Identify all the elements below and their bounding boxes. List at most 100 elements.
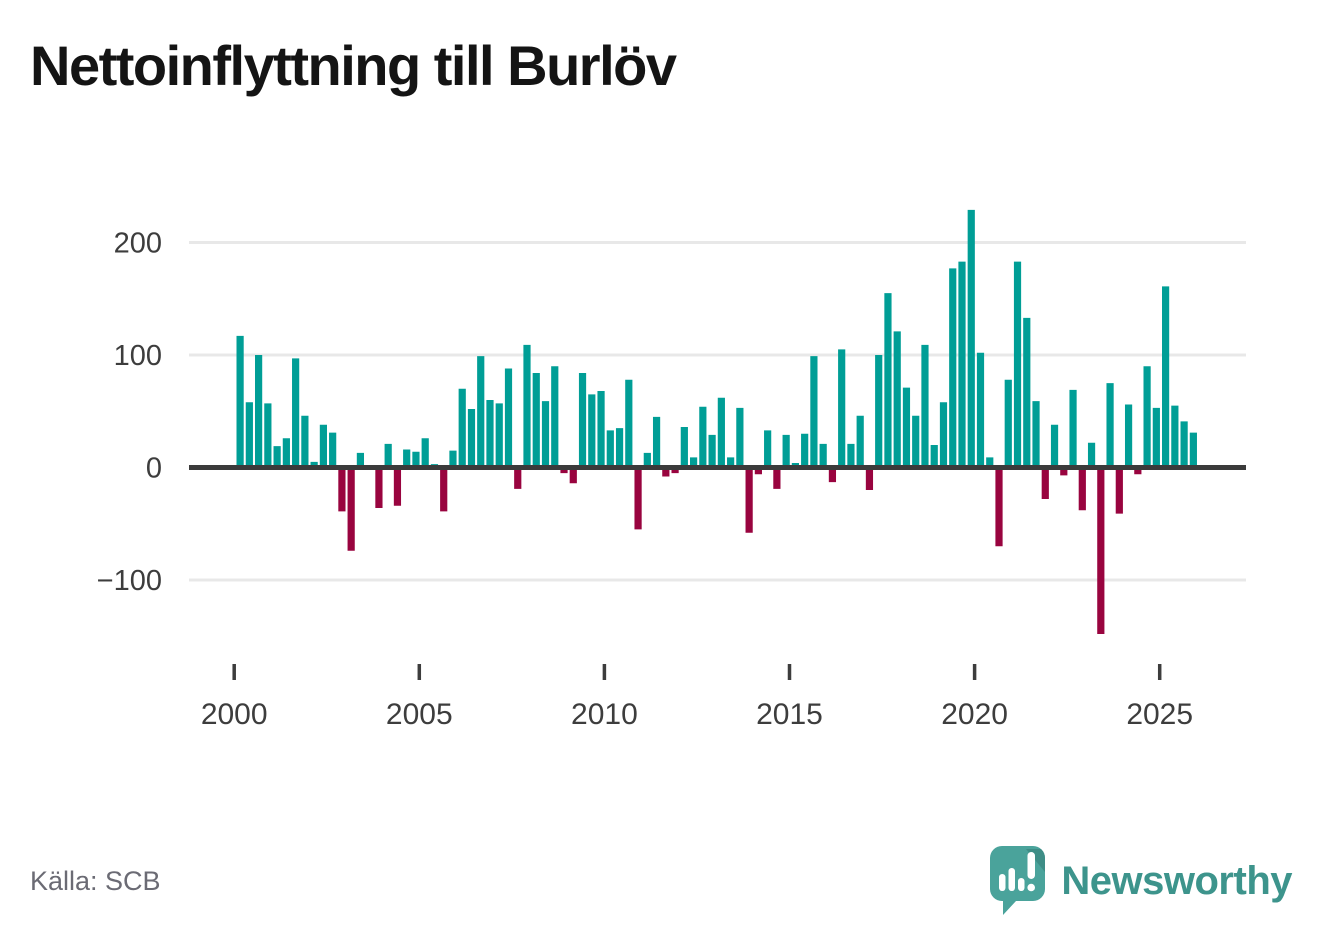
brand-name: Newsworthy — [1061, 859, 1292, 903]
bar-2018-q3 — [921, 344, 929, 468]
bar-2007-q4 — [523, 344, 531, 468]
bar-2001-q3 — [292, 358, 300, 468]
x-tick-label-2005: 2005 — [386, 698, 453, 731]
bar-2025-q4 — [1189, 432, 1197, 468]
bar-2014-q4 — [782, 434, 790, 468]
bar-2020-q4 — [1004, 379, 1012, 468]
x-tick-label-2000: 2000 — [201, 698, 268, 731]
bar-2003-q4 — [375, 467, 383, 508]
bar-2002-q2 — [319, 424, 327, 468]
bar-2005-q3 — [440, 467, 448, 512]
bar-2003-q2 — [356, 452, 365, 468]
bar-2013-q1 — [717, 397, 725, 468]
bar-2016-q1 — [828, 467, 837, 483]
bar-2005-q1 — [421, 438, 429, 468]
bar-2004-q1 — [384, 443, 392, 468]
bar-2015-q2 — [801, 433, 809, 468]
bar-2014-q1 — [754, 467, 762, 475]
bar-2010-q3 — [625, 379, 633, 468]
bar-2019-q2 — [949, 268, 957, 468]
bar-2023-q1 — [1087, 442, 1096, 468]
bar-chart-glyph — [999, 868, 1025, 891]
y-tick-label-100: 100 — [114, 340, 162, 372]
x-tick-label-2020: 2020 — [941, 698, 1008, 731]
bar-2017-q3 — [884, 293, 892, 468]
bar-2021-q3 — [1032, 401, 1040, 468]
bar-2008-q1 — [532, 373, 540, 468]
bar-2017-q2 — [875, 355, 883, 468]
bar-2010-q4 — [634, 467, 642, 530]
bar-2011-q2 — [652, 416, 661, 468]
bar-2011-q4 — [671, 467, 679, 474]
bar-2000-q3 — [255, 355, 263, 468]
newsworthy-bubble-icon — [990, 846, 1046, 915]
y-gridlines — [189, 241, 1246, 582]
bar-2016-q4 — [856, 415, 864, 468]
bars — [236, 209, 1197, 634]
bar-2009-q4 — [597, 391, 605, 468]
bar-2012-q2 — [690, 457, 698, 468]
bar-2013-q4 — [745, 467, 753, 533]
bar-2019-q4 — [967, 209, 975, 468]
bar-2009-q1 — [569, 467, 577, 484]
bar-2011-q1 — [643, 452, 651, 468]
bar-2024-q3 — [1143, 366, 1151, 468]
bar-2008-q2 — [541, 401, 550, 468]
bar-2006-q4 — [486, 400, 494, 468]
bar-2021-q2 — [1023, 317, 1031, 468]
bar-2015-q3 — [810, 356, 818, 468]
bar-2018-q1 — [902, 387, 911, 468]
bar-2014-q2 — [764, 430, 772, 468]
bar-2024-q4 — [1152, 407, 1160, 468]
bar-2018-q4 — [930, 445, 938, 468]
bar-2014-q3 — [773, 467, 781, 489]
y-axis-labels: 200 100 0 −100 — [97, 228, 162, 598]
bar-2019-q1 — [939, 402, 948, 468]
bar-2010-q2 — [615, 428, 624, 468]
bar-2006-q2 — [467, 409, 476, 468]
bar-2022-q4 — [1078, 467, 1086, 511]
bar-2004-q2 — [393, 467, 402, 506]
x-tick-label-2025: 2025 — [1126, 698, 1193, 731]
bar-2002-q3 — [329, 432, 337, 468]
chart-title: Nettoinflyttning till Burlöv — [30, 34, 677, 97]
bar-2020-q1 — [976, 352, 985, 468]
bar-2009-q2 — [578, 373, 587, 468]
bar-2017-q1 — [865, 467, 874, 490]
bar-2022-q3 — [1069, 389, 1077, 468]
bar-2000-q2 — [245, 402, 253, 468]
bar-2025-q1 — [1162, 286, 1170, 468]
bar-2024-q2 — [1134, 467, 1142, 475]
y-tick-label-0: 0 — [146, 453, 162, 485]
bar-2017-q4 — [893, 331, 901, 468]
bar-2012-q4 — [708, 434, 716, 468]
bar-2012-q1 — [680, 427, 688, 468]
bar-2011-q3 — [662, 467, 670, 477]
bar-2025-q2 — [1171, 405, 1179, 468]
bar-2013-q3 — [736, 407, 744, 468]
bar-2015-q4 — [819, 443, 827, 468]
bar-2008-q4 — [560, 467, 568, 474]
bar-2006-q3 — [477, 356, 485, 468]
bar-2021-q4 — [1041, 467, 1049, 499]
bar-2020-q3 — [995, 467, 1003, 547]
bar-2013-q2 — [727, 457, 735, 468]
y-tick-label-−100: −100 — [97, 565, 162, 597]
bar-2004-q4 — [412, 451, 420, 468]
bar-2025-q3 — [1180, 421, 1188, 468]
bar-2016-q2 — [838, 349, 846, 468]
x-axis: 2000 2005 2010 2015 2020 2025 — [201, 664, 1193, 731]
bar-2005-q4 — [449, 450, 457, 468]
bar-2001-q4 — [301, 415, 309, 468]
bar-2007-q2 — [504, 368, 513, 468]
bar-2007-q1 — [495, 403, 503, 468]
bar-2002-q4 — [338, 467, 346, 512]
x-tick-label-2015: 2015 — [756, 698, 823, 731]
bar-2008-q3 — [551, 366, 559, 468]
x-tick-label-2010: 2010 — [571, 698, 638, 731]
bar-2006-q1 — [458, 388, 466, 468]
bar-2000-q4 — [264, 403, 272, 468]
newsworthy-logo: Newsworthy — [989, 843, 1292, 919]
